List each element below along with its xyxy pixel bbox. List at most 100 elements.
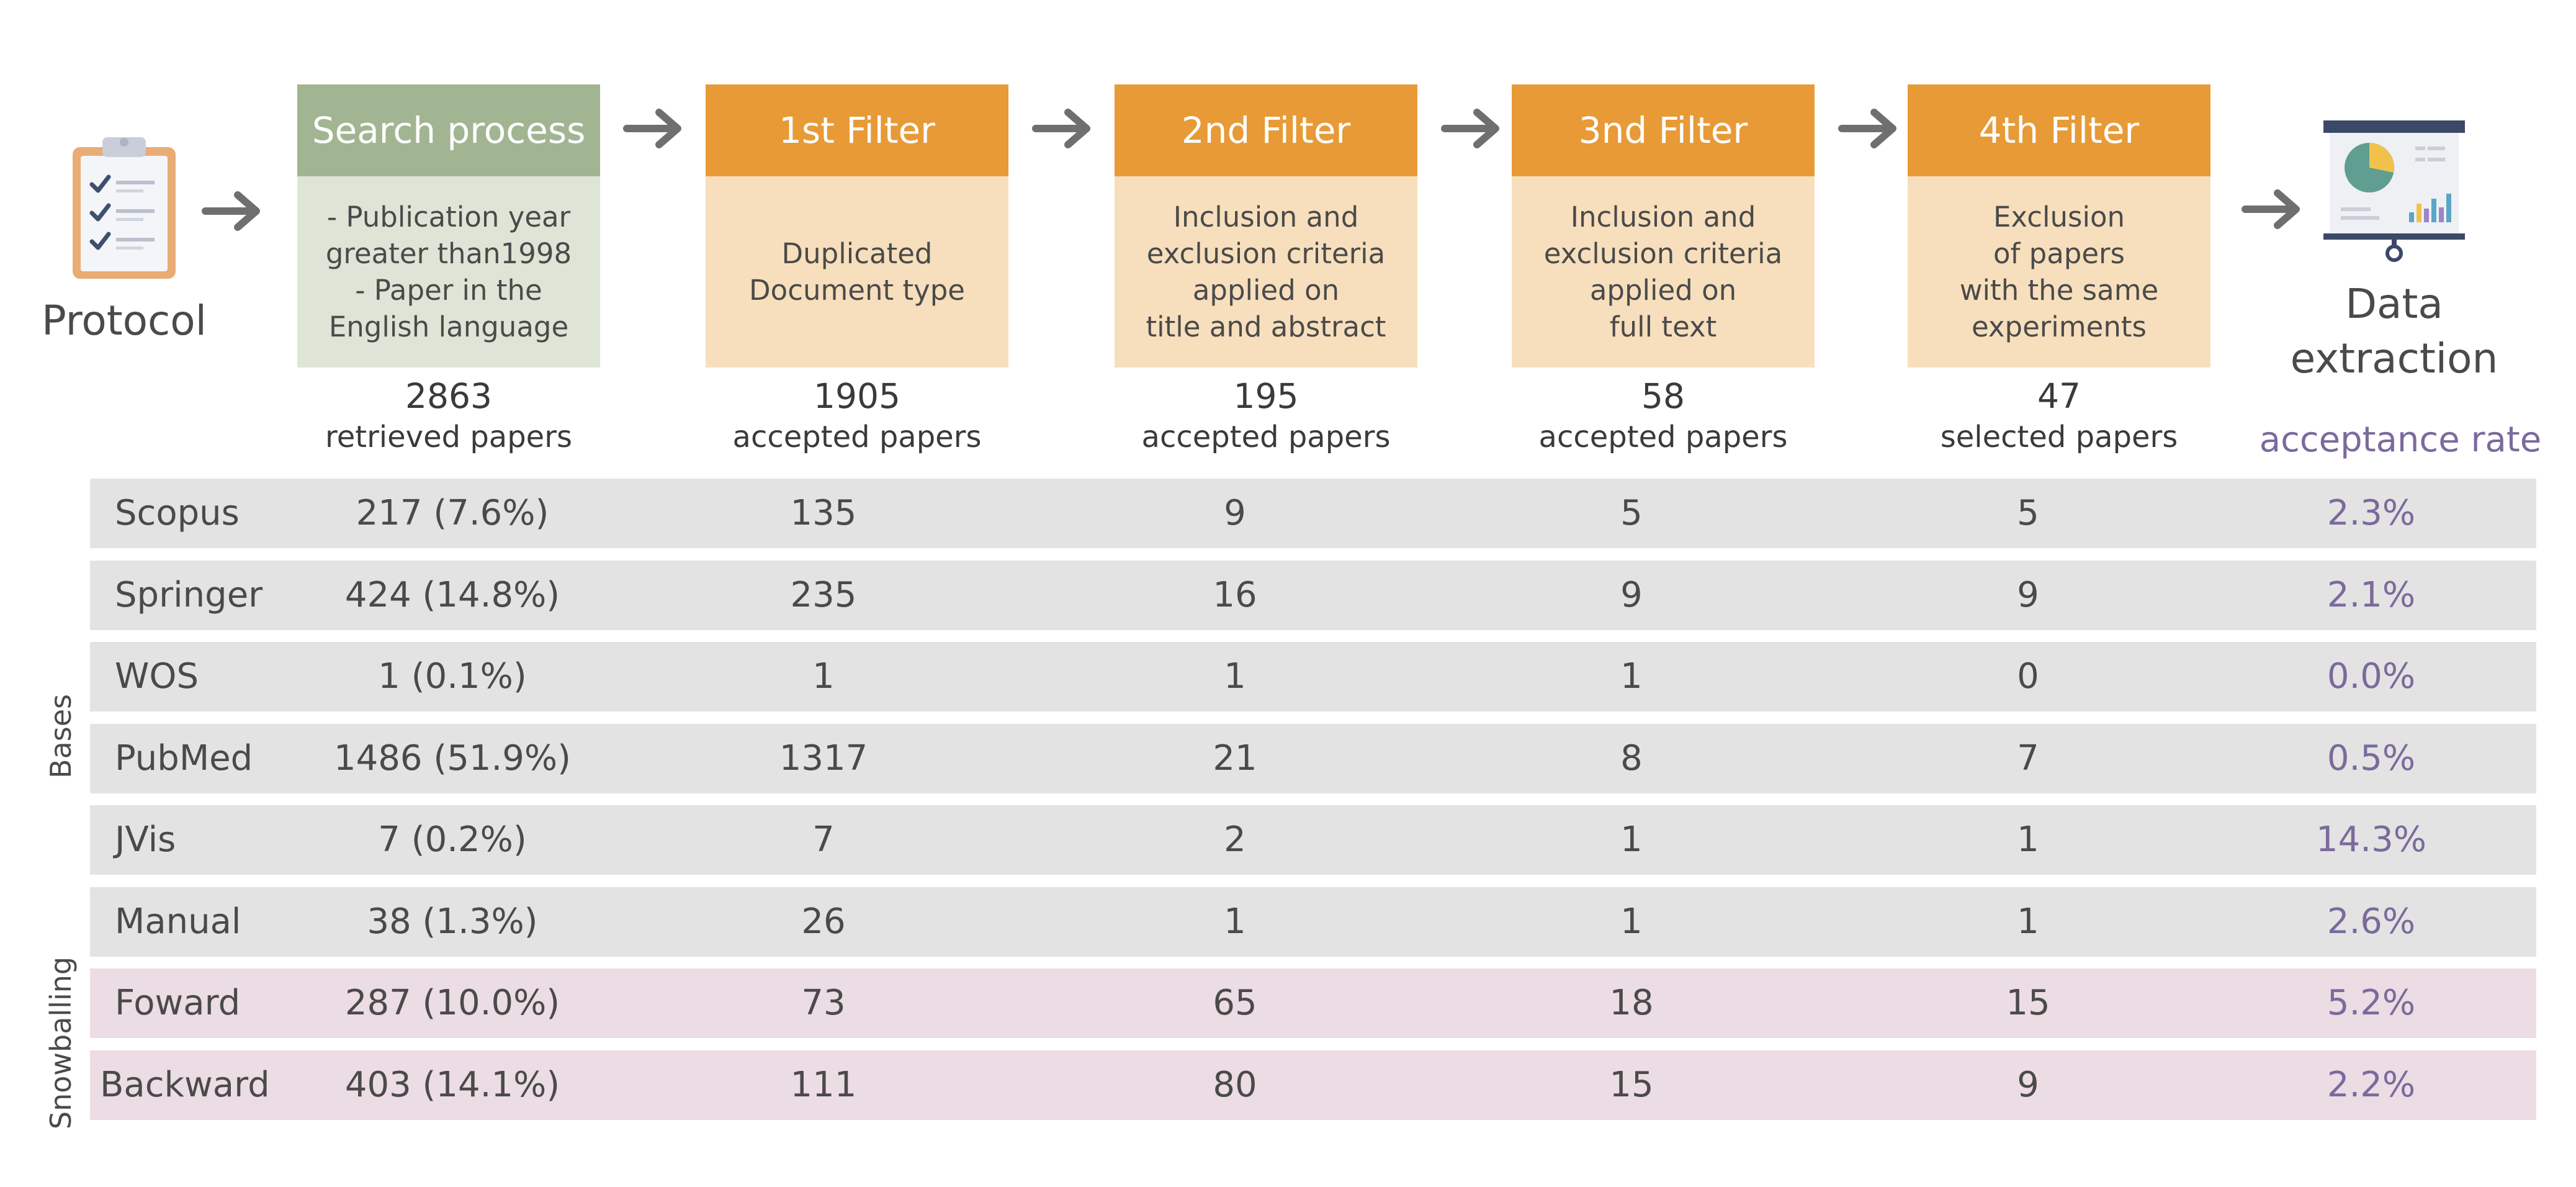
search-process-header: Search process — [297, 84, 600, 176]
filter-3-line: exclusion criteria — [1543, 237, 1783, 270]
row-filter-3: 1 — [1620, 819, 1643, 860]
filter-1-header: 1st Filter — [706, 84, 1008, 176]
row-filter-4: 9 — [2017, 574, 2039, 615]
row-filter-4: 7 — [2017, 738, 2039, 779]
row-source-name: WOS — [115, 656, 199, 697]
arrow-right-icon — [202, 191, 260, 231]
group-label-snowballing: Snowballing — [44, 956, 78, 1130]
row-source-name: PubMed — [115, 738, 253, 779]
row-filter-1: 111 — [790, 1064, 857, 1105]
row-acceptance-rate: 2.2% — [2327, 1064, 2416, 1105]
row-filter-4: 5 — [2017, 493, 2039, 533]
row-filter-4: 1 — [2017, 901, 2039, 942]
row-filter-2: 16 — [1213, 574, 1257, 615]
row-filter-2: 80 — [1213, 1064, 1257, 1105]
row-acceptance-rate: 0.0% — [2327, 656, 2416, 697]
retrieved-count: 2863 — [405, 376, 492, 416]
filter-4-count: 47 — [2037, 376, 2081, 416]
row-acceptance-rate: 5.2% — [2327, 983, 2416, 1023]
row-acceptance-rate: 0.5% — [2327, 738, 2416, 779]
row-acceptance-rate: 2.3% — [2327, 493, 2416, 533]
data-extraction-label: Data extraction — [2259, 277, 2529, 386]
filter-3-body: Inclusion and exclusion criteria applied… — [1512, 176, 1815, 368]
table-row: Manual 38 (1.3%) 26 1 1 1 2.6% — [90, 887, 2536, 957]
row-filter-3: 1 — [1620, 901, 1643, 942]
row-source-name: JVis — [115, 819, 176, 860]
filter-2-line: title and abstract — [1146, 310, 1386, 343]
row-filter-3: 9 — [1620, 574, 1643, 615]
filter-2-line: exclusion criteria — [1146, 237, 1386, 270]
filter-3-line: full text — [1609, 310, 1717, 343]
table-row: Foward 287 (10.0%) 73 65 18 15 5.2% — [90, 968, 2536, 1038]
filter-4-line: Exclusion — [1993, 201, 2125, 233]
row-filter-4: 0 — [2017, 656, 2039, 697]
row-filter-2: 2 — [1224, 819, 1246, 860]
data-extraction-line: Data — [2345, 280, 2443, 328]
filter-4-line: of papers — [1993, 237, 2125, 270]
filter-4-line: with the same — [1959, 274, 2159, 307]
filter-4-count-label: selected papers — [1940, 420, 2178, 454]
row-retrieved: 287 (10.0%) — [344, 983, 560, 1023]
group-label-bases: Bases — [44, 694, 78, 779]
row-filter-2: 1 — [1224, 901, 1246, 942]
row-filter-1: 73 — [801, 983, 846, 1023]
filter-4-body: Exclusion of papers with the same experi… — [1908, 176, 2210, 368]
row-filter-2: 65 — [1213, 983, 1257, 1023]
filter-1-body: Duplicated Document type — [706, 176, 1008, 368]
row-acceptance-rate: 14.3% — [2316, 819, 2426, 860]
filter-3-line: applied on — [1589, 274, 1737, 307]
search-process-line: English language — [328, 310, 569, 343]
row-retrieved: 1486 (51.9%) — [334, 738, 571, 779]
row-filter-2: 9 — [1224, 493, 1246, 533]
row-filter-4: 9 — [2017, 1064, 2039, 1105]
row-source-name: Springer — [115, 574, 263, 615]
filter-2-count: 195 — [1233, 376, 1299, 416]
row-filter-1: 1317 — [779, 738, 868, 779]
clipboard-checklist-icon — [73, 137, 176, 279]
table-row: JVis 7 (0.2%) 7 2 1 1 14.3% — [90, 805, 2536, 875]
row-filter-3: 18 — [1609, 983, 1654, 1023]
data-extraction-line: extraction — [2290, 335, 2498, 382]
filter-2-body: Inclusion and exclusion criteria applied… — [1115, 176, 1417, 368]
row-source-name: Scopus — [115, 493, 240, 533]
retrieved-count-label: retrieved papers — [325, 420, 572, 454]
filter-2-header: 2nd Filter — [1115, 84, 1417, 176]
row-filter-3: 8 — [1620, 738, 1643, 779]
filter-1-line: Document type — [749, 274, 965, 307]
filter-2-line: applied on — [1192, 274, 1340, 307]
row-filter-1: 26 — [801, 901, 846, 942]
row-retrieved: 38 (1.3%) — [367, 901, 538, 942]
search-process-line: greater than1998 — [325, 237, 572, 270]
filter-3-count: 58 — [1641, 376, 1685, 416]
table-row: Scopus 217 (7.6%) 135 9 5 5 2.3% — [90, 479, 2536, 548]
row-filter-4: 15 — [2006, 983, 2050, 1023]
arrow-right-icon — [2242, 189, 2300, 229]
row-retrieved: 403 (14.1%) — [344, 1064, 560, 1105]
row-retrieved: 7 (0.2%) — [378, 819, 527, 860]
row-source-name: Foward — [115, 983, 241, 1023]
acceptance-rate-label: acceptance rate — [2259, 420, 2542, 460]
filter-1-line: Duplicated — [781, 237, 933, 270]
row-filter-1: 235 — [790, 574, 857, 615]
filter-2-count-label: accepted papers — [1141, 420, 1391, 454]
table-row: WOS 1 (0.1%) 1 1 1 0 0.0% — [90, 642, 2536, 711]
search-process-line: - Paper in the — [355, 274, 542, 307]
row-filter-3: 1 — [1620, 656, 1643, 697]
row-acceptance-rate: 2.1% — [2327, 574, 2416, 615]
row-source-name: Backward — [100, 1064, 270, 1105]
arrow-right-icon — [1441, 109, 1499, 148]
row-filter-3: 5 — [1620, 493, 1643, 533]
arrow-right-icon — [1032, 109, 1090, 148]
row-filter-2: 21 — [1213, 738, 1257, 779]
filter-3-header: 3nd Filter — [1512, 84, 1815, 176]
row-source-name: Manual — [115, 901, 241, 942]
table-row: PubMed 1486 (51.9%) 1317 21 8 7 0.5% — [90, 723, 2536, 793]
filter-1-count-label: accepted papers — [732, 420, 982, 454]
row-retrieved: 1 (0.1%) — [378, 656, 527, 697]
presentation-board-icon — [2323, 120, 2465, 262]
search-process-line: - Publication year — [326, 201, 571, 233]
table-row: Springer 424 (14.8%) 235 16 9 9 2.1% — [90, 560, 2536, 630]
protocol-label: Protocol — [42, 297, 207, 345]
arrow-right-icon — [623, 109, 681, 148]
